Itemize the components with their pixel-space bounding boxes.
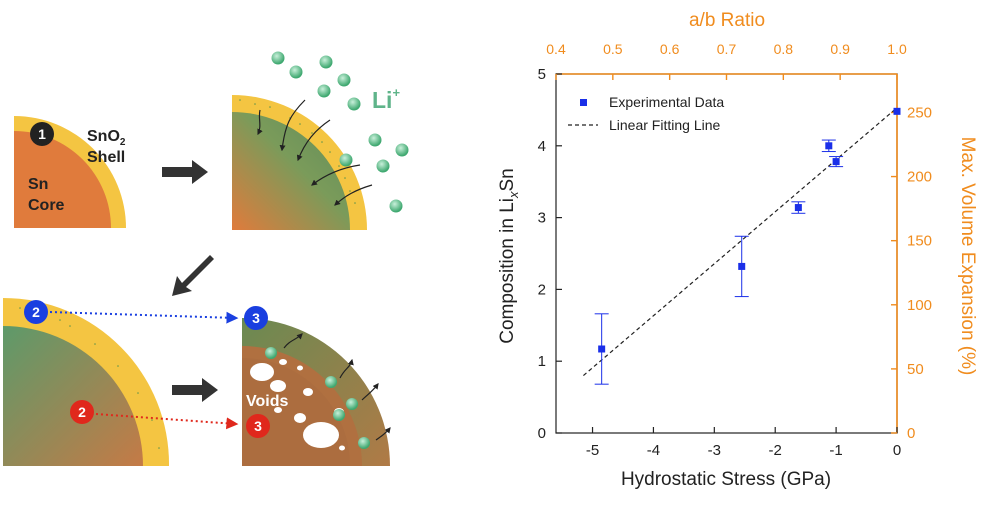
legend-label-fit: Linear Fitting Line [609, 117, 721, 133]
data-point [893, 107, 901, 115]
stage-marker-2-blue-label: 2 [32, 304, 40, 320]
x-tick-label: 0 [893, 442, 901, 459]
stage-marker-2-red [70, 400, 94, 424]
top-tick-label: 0.8 [774, 41, 794, 57]
top-tick-label: 1.0 [887, 41, 907, 57]
ion-icon [368, 133, 382, 147]
x-axis-title: Hydrostatic Stress (GPa) [621, 469, 831, 490]
y-tick-label: 1 [538, 353, 546, 370]
x-axis-ticks: -5 -4 -3 -2 -1 0 [586, 427, 901, 459]
top-tick-label: 0.6 [660, 41, 680, 57]
legend-label-experimental: Experimental Data [609, 94, 724, 110]
core-label-2: Core [28, 197, 65, 214]
particle-pristine: 1 SnO2 Shell Sn Core [14, 116, 126, 228]
particle-lithiated: 2 2 [3, 298, 170, 466]
data-point [738, 262, 746, 270]
y-tick-label: 0 [538, 425, 546, 442]
shell-label-2: Shell [87, 149, 125, 166]
ion-icon [271, 51, 285, 65]
data-point [794, 204, 802, 212]
right-tick-label: 150 [907, 233, 932, 250]
schematic-panel: 1 SnO2 Shell Sn Core [3, 51, 409, 466]
stage-marker-1-label: 1 [38, 126, 46, 142]
right-tick-label: 50 [907, 361, 924, 378]
y-tick-label: 4 [538, 138, 546, 155]
right-tick-label: 200 [907, 169, 932, 186]
stage-marker-2-blue [24, 300, 48, 324]
right-axis-ticks: 0 50 100 150 200 250 [891, 104, 932, 442]
voids [250, 359, 345, 451]
stage-marker-3-blue-label: 3 [252, 310, 260, 326]
right-tick-label: 0 [907, 425, 915, 442]
arrow-right-icon-2 [172, 378, 218, 402]
legend-marker-experimental [580, 99, 587, 106]
ion-icon [289, 65, 303, 79]
fit-line [583, 107, 898, 377]
y-tick-label: 2 [538, 281, 546, 298]
ion-icon [325, 376, 337, 388]
ion-icon [319, 55, 333, 69]
right-tick-label: 250 [907, 104, 932, 121]
top-tick-label: 0.7 [717, 41, 737, 57]
top-tick-label: 0.5 [603, 41, 623, 57]
arrow-right-icon [162, 160, 208, 184]
y-tick-label: 5 [538, 66, 546, 83]
ion-icon [395, 143, 409, 157]
ion-icon [317, 84, 331, 98]
chart-panel: -5 -4 -3 -2 -1 0 0 1 2 3 4 5 0.4 0.5 0.6 0.7 0.8 0.9 1.0… [497, 10, 978, 490]
stage-marker-2-red-label: 2 [78, 404, 86, 420]
ion-icon [389, 199, 403, 213]
ion-icon [333, 409, 345, 421]
x-tick-label: -4 [647, 442, 660, 459]
right-tick-label: 100 [907, 297, 932, 314]
x-tick-label: -2 [769, 442, 782, 459]
ion-icon [347, 97, 361, 111]
stage-marker-3-red-label: 3 [254, 418, 262, 434]
top-axis-title: a/b Ratio [689, 10, 765, 31]
x-tick-label: -5 [586, 442, 599, 459]
ion-icon [346, 398, 358, 410]
arrow-down-left-icon [172, 255, 214, 296]
legend: Experimental Data Linear Fitting Line [568, 94, 724, 133]
data-point [832, 158, 840, 166]
plot-frame [555, 73, 898, 434]
data-point [598, 345, 606, 353]
red-dotted-arrow [95, 413, 239, 430]
lithium-ions [271, 51, 409, 213]
x-tick-label: -1 [829, 442, 842, 459]
stage-marker-3-red [246, 414, 270, 438]
x-tick-label: -3 [708, 442, 721, 459]
ion-icon [339, 153, 353, 167]
fit-line-layer [583, 107, 898, 377]
core-label: Sn [28, 176, 48, 193]
y-axis-ticks: 0 1 2 3 4 5 [538, 66, 562, 442]
particle-with-voids: Voids 3 3 [242, 306, 391, 466]
y-tick-label: 3 [538, 210, 546, 227]
top-tick-label: 0.9 [830, 41, 850, 57]
right-axis-title: Max. Volume Expansion (%) [957, 137, 978, 376]
data-points-layer [594, 107, 901, 385]
ion-label: Li+ [372, 85, 400, 113]
ion-icon [265, 347, 277, 359]
particle-lithiating: Li+ [232, 51, 409, 230]
ion-icon [337, 73, 351, 87]
blue-dotted-arrow [49, 311, 239, 324]
y-axis-title: Composition in LixSn [497, 168, 521, 344]
ion-icon [358, 437, 370, 449]
stage-marker-3-blue [244, 306, 268, 330]
ion-icon [376, 159, 390, 173]
top-tick-label: 0.4 [546, 41, 566, 57]
voids-label: Voids [246, 393, 288, 410]
shell-label: SnO2 [87, 128, 126, 148]
top-axis-ticks: 0.4 0.5 0.6 0.7 0.8 0.9 1.0 [546, 41, 907, 80]
stage-marker-1 [30, 122, 54, 146]
data-point [825, 142, 833, 150]
